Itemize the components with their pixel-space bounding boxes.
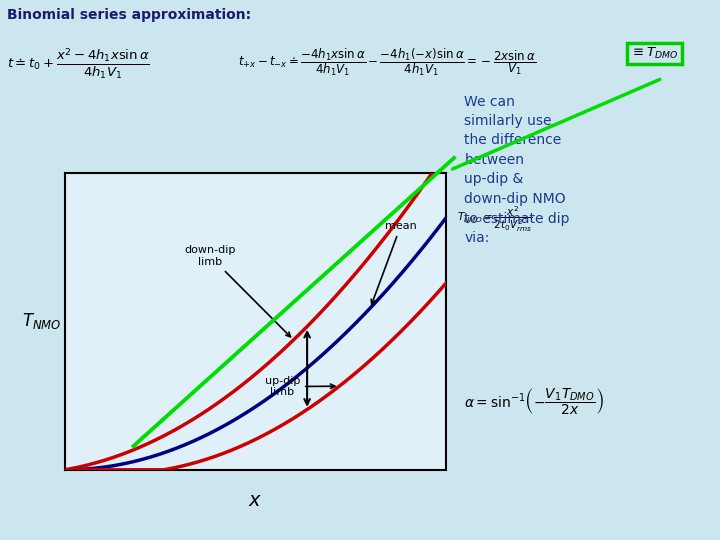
Text: mean: mean (372, 221, 416, 304)
Text: up-dip
limb: up-dip limb (265, 376, 335, 397)
Text: $x$: $x$ (248, 490, 263, 510)
Text: $T_{NMO} = \dfrac{x^2}{2t_0 V_{rms}^2}$: $T_{NMO} = \dfrac{x^2}{2t_0 V_{rms}^2}$ (457, 204, 533, 234)
Text: Binomial series approximation:: Binomial series approximation: (7, 8, 251, 22)
Text: $T_{NMO}$: $T_{NMO}$ (22, 311, 62, 332)
Text: $\equiv T_{DMO}$: $\equiv T_{DMO}$ (630, 46, 678, 61)
Text: $\alpha = \sin^{-1}\!\left(-\dfrac{V_1 T_{DMO}}{2x}\right)$: $\alpha = \sin^{-1}\!\left(-\dfrac{V_1 T… (464, 386, 604, 417)
Text: down-dip
limb: down-dip limb (184, 245, 290, 337)
Text: $t_{+x} - t_{-x} \doteq \dfrac{-4h_1 x \sin\alpha}{4h_1 V_1} - \dfrac{-4h_1(-x)\: $t_{+x} - t_{-x} \doteq \dfrac{-4h_1 x \… (238, 46, 536, 78)
Text: We can
similarly use
the difference
between
up-dip &
down-dip NMO
to estimate di: We can similarly use the difference betw… (464, 94, 570, 245)
Text: $t \doteq t_0 + \dfrac{x^2 - 4h_1 x \sin\alpha}{4h_1 V_1}$: $t \doteq t_0 + \dfrac{x^2 - 4h_1 x \sin… (7, 46, 150, 81)
